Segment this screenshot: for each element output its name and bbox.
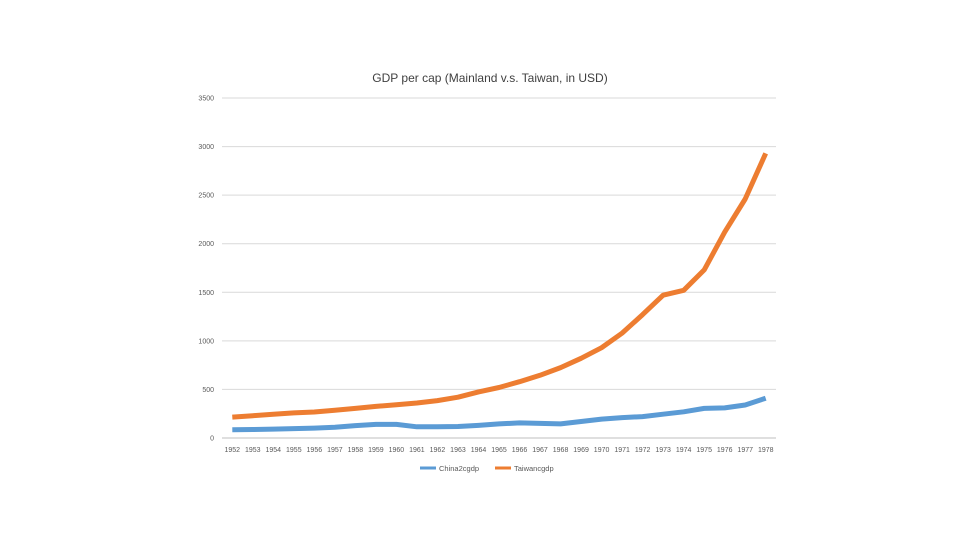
x-tick-label: 1960 <box>389 447 405 454</box>
x-tick-label: 1958 <box>348 447 364 454</box>
x-tick-label: 1956 <box>307 447 323 454</box>
y-tick-label: 500 <box>202 387 214 394</box>
x-tick-label: 1952 <box>224 447 240 454</box>
x-tick-label: 1961 <box>409 447 425 454</box>
x-tick-label: 1968 <box>553 447 569 454</box>
series-line-china <box>232 395 767 433</box>
x-tick-label: 1972 <box>635 447 651 454</box>
x-tick-label: 1970 <box>594 447 610 454</box>
x-tick-label: 1973 <box>655 447 671 454</box>
x-tick-label: 1966 <box>512 447 528 454</box>
x-tick-label: 1975 <box>696 447 712 454</box>
x-axis-ticks: 1952 1953 1954 1955 1956 1957 1958 1959 1960 1961… <box>224 447 773 454</box>
y-tick-label: 1000 <box>198 338 214 345</box>
x-tick-label: 1957 <box>327 447 343 454</box>
gridlines <box>222 97 776 439</box>
y-tick-label: 3500 <box>198 96 214 103</box>
y-tick-label: 2000 <box>198 241 214 248</box>
legend-label-taiwan: Taiwancgdp <box>514 464 554 473</box>
series-line-taiwan <box>232 152 768 420</box>
y-tick-label: 0 <box>210 436 214 443</box>
x-tick-label: 1971 <box>614 447 630 454</box>
x-tick-label: 1963 <box>450 447 466 454</box>
x-tick-label: 1974 <box>676 447 692 454</box>
y-tick-label: 3000 <box>198 144 214 151</box>
x-tick-label: 1969 <box>573 447 589 454</box>
y-tick-label: 1500 <box>198 290 214 297</box>
series-lines <box>232 152 768 433</box>
x-tick-label: 1965 <box>491 447 507 454</box>
legend-label-china: China2cgdp <box>439 464 479 473</box>
x-tick-label: 1976 <box>717 447 733 454</box>
y-tick-label: 2500 <box>198 193 214 200</box>
x-tick-label: 1954 <box>266 447 282 454</box>
x-tick-label: 1962 <box>430 447 446 454</box>
x-tick-label: 1953 <box>245 447 261 454</box>
x-tick-label: 1955 <box>286 447 302 454</box>
x-tick-label: 1964 <box>471 447 487 454</box>
x-tick-label: 1967 <box>532 447 548 454</box>
y-axis-ticks: 0 500 1000 1500 2000 2500 3000 3500 <box>198 96 214 443</box>
x-tick-label: 1978 <box>758 447 774 454</box>
x-tick-label: 1977 <box>737 447 753 454</box>
chart-title: GDP per cap (Mainland v.s. Taiwan, in US… <box>372 71 607 85</box>
legend: China2cgdp Taiwancgdp <box>420 464 554 473</box>
x-tick-label: 1959 <box>368 447 384 454</box>
